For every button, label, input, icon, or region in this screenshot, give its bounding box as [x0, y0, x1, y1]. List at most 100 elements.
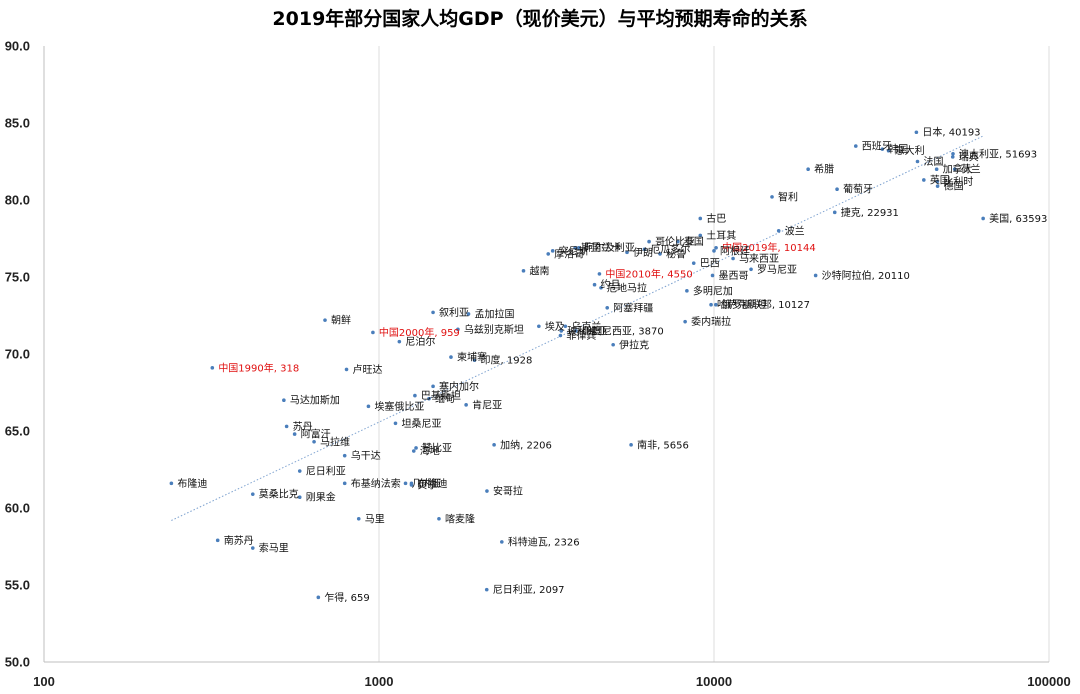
data-point — [210, 366, 215, 370]
data-point — [886, 148, 891, 153]
data-label: 尼泊尔 — [405, 335, 435, 348]
data-label: 乌兹别克斯坦 — [464, 323, 524, 336]
data-point — [472, 358, 477, 362]
data-label: 菲律宾 — [566, 329, 596, 342]
data-point — [691, 261, 696, 265]
data-label: 德国 — [944, 180, 964, 193]
data-label: 哈萨克斯坦 — [717, 298, 767, 311]
data-point — [880, 147, 885, 151]
data-point — [282, 398, 286, 403]
data-point — [573, 245, 577, 250]
x-tick-label: 100 — [33, 674, 55, 689]
data-point — [922, 178, 926, 182]
data-point — [577, 245, 581, 250]
data-label: 莫桑比克 — [259, 489, 299, 501]
data-point — [676, 239, 680, 244]
data-label: 波兰 — [785, 224, 805, 237]
data-point — [934, 167, 939, 171]
data-label: 南非, 5656 — [637, 438, 689, 451]
data-point — [592, 282, 597, 287]
data-point — [371, 330, 375, 335]
data-point — [431, 384, 435, 389]
data-point — [393, 421, 398, 426]
data-points — [169, 130, 985, 600]
data-point — [709, 302, 713, 307]
data-point — [642, 247, 647, 252]
data-point — [215, 538, 220, 543]
data-label: 几内亚 — [412, 477, 442, 490]
data-label: 葡萄牙 — [843, 183, 873, 196]
data-label: 塞内加尔 — [439, 380, 479, 393]
data-label: 伊朗 — [633, 247, 653, 259]
data-point — [712, 249, 716, 253]
data-point — [558, 333, 563, 338]
y-tick-label: 50.0 — [5, 655, 30, 670]
data-label: 埃及 — [545, 320, 565, 333]
x-tick-label: 1000 — [365, 674, 394, 689]
data-label: 委内瑞拉 — [691, 315, 731, 328]
data-point — [456, 327, 460, 332]
data-label: 南苏丹 — [224, 534, 254, 547]
data-label: 赞比亚 — [422, 441, 452, 454]
data-point — [464, 403, 468, 407]
data-point — [952, 167, 957, 171]
data-label: 捷克, 22931 — [841, 206, 899, 219]
data-label: 古巴 — [706, 212, 726, 225]
data-label: 澳大利亚, 51693 — [959, 147, 1037, 160]
chart-title: 2019年部分国家人均GDP（现价美元）与平均预期寿命的关系 — [272, 7, 807, 30]
data-label: 乌克兰 — [571, 320, 601, 333]
y-tick-label: 80.0 — [5, 193, 30, 208]
data-label: 卢旺达 — [353, 363, 383, 376]
data-label: 日本, 40193 — [922, 126, 980, 139]
data-point — [832, 210, 837, 215]
data-label: 安哥拉 — [493, 485, 523, 498]
data-point — [297, 469, 302, 473]
data-point — [813, 273, 818, 278]
data-label: 韩国 — [888, 143, 908, 156]
data-point — [413, 393, 417, 398]
data-label: 约旦 — [601, 278, 621, 291]
data-label: 埃塞俄比亚 — [374, 400, 424, 413]
y-tick-label: 55.0 — [5, 578, 30, 593]
data-label: 布基纳法索 — [351, 477, 401, 490]
data-point — [731, 256, 735, 261]
data-point — [935, 179, 940, 184]
data-point — [250, 546, 255, 550]
data-point — [492, 443, 496, 447]
data-point — [915, 159, 920, 164]
data-point — [284, 424, 289, 429]
data-point — [914, 130, 919, 135]
x-tick-label: 100000 — [1027, 674, 1070, 689]
data-point — [563, 324, 568, 329]
data-point — [466, 312, 471, 316]
data-label: 柬埔寨 — [457, 351, 487, 364]
data-label: 巴基斯坦 — [421, 389, 461, 402]
data-point — [342, 453, 347, 458]
data-label: 智利 — [778, 190, 798, 203]
data-label: 刚果金 — [306, 491, 336, 504]
data-point — [292, 432, 297, 436]
data-label: 尼日利亚, 2097 — [493, 584, 565, 596]
data-point — [449, 355, 453, 359]
data-point — [658, 252, 662, 256]
data-label: 法国 — [923, 155, 943, 168]
data-label: 厄瓜多尔 — [650, 243, 690, 256]
data-label: 坦桑尼亚 — [401, 417, 441, 430]
data-label: 西班牙 — [862, 141, 892, 153]
data-point — [550, 249, 555, 253]
data-label: 中国2019年, 10144 — [722, 241, 816, 254]
y-tick-label: 60.0 — [5, 501, 30, 516]
data-point — [366, 404, 371, 409]
trendline — [171, 135, 984, 521]
data-point — [950, 155, 955, 159]
data-label: 泰国 — [684, 235, 704, 248]
data-label: 马达加斯加 — [290, 394, 340, 407]
data-point — [770, 195, 774, 199]
y-tick-label: 75.0 — [5, 270, 30, 285]
data-label: 尼日利亚 — [306, 466, 346, 478]
data-point — [853, 144, 858, 148]
data-label: 中国1990年, 318 — [218, 361, 299, 374]
data-point — [685, 289, 689, 293]
data-point — [835, 187, 839, 192]
data-point — [344, 367, 349, 372]
